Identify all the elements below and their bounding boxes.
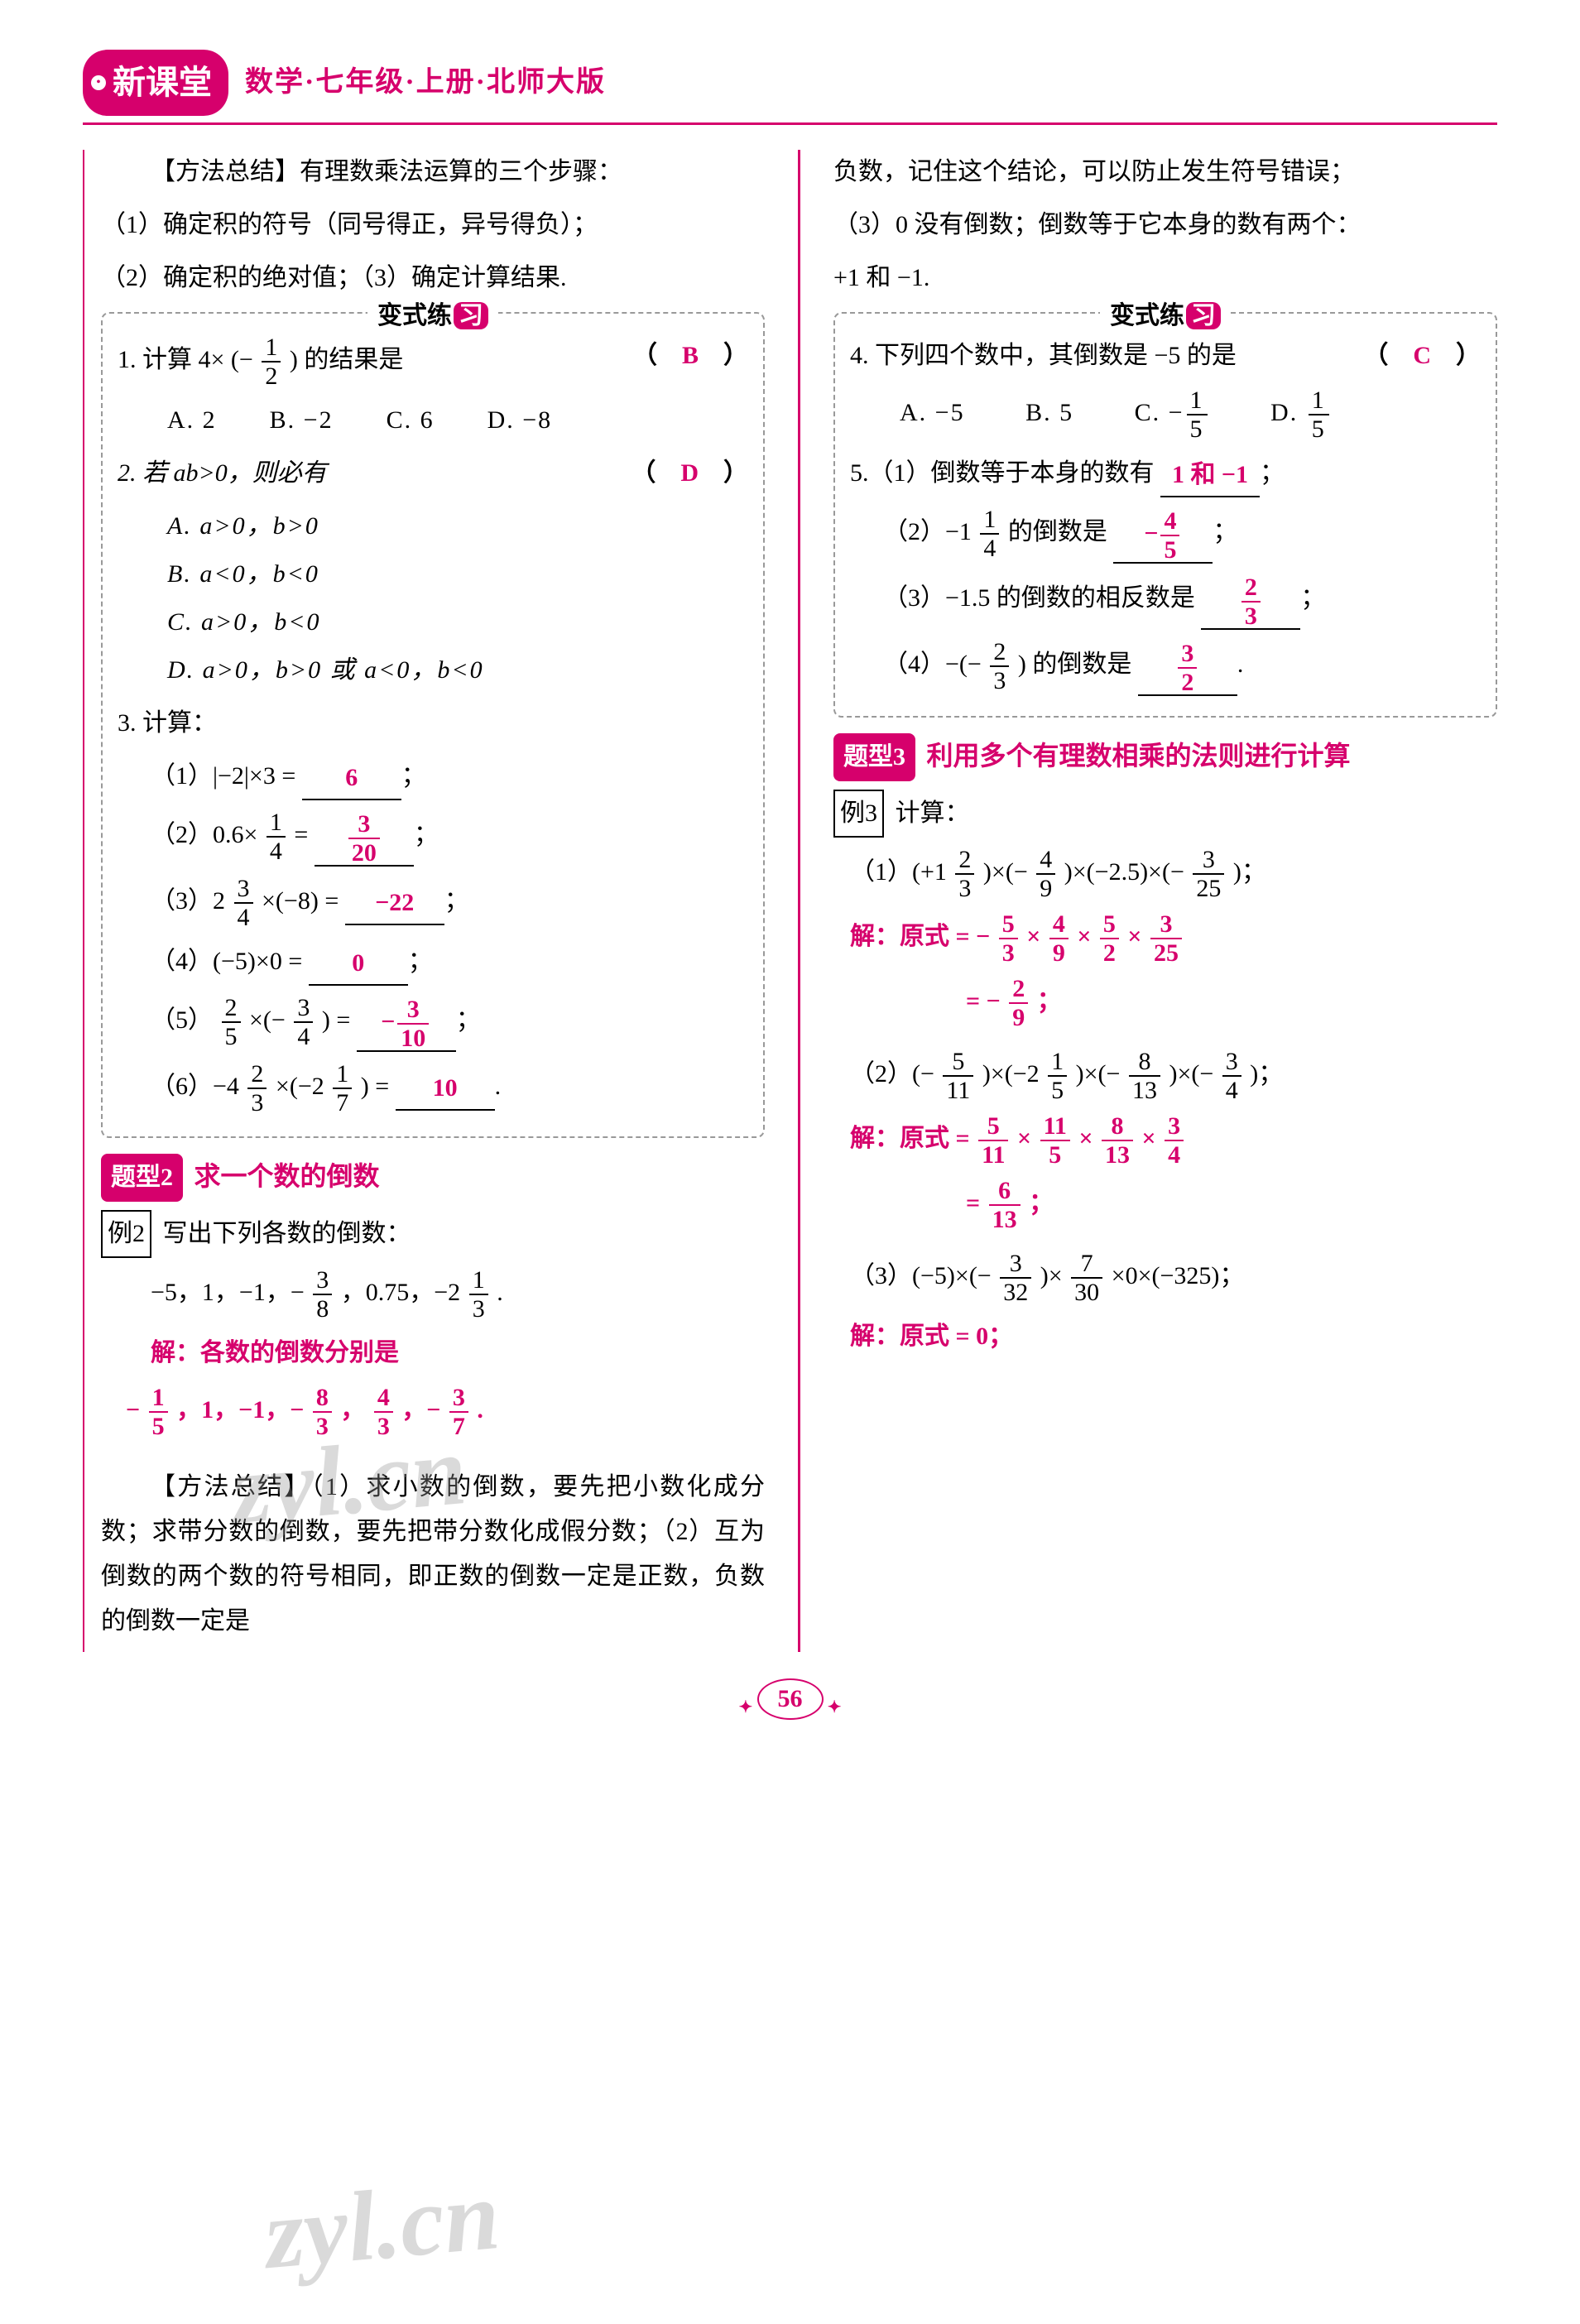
q2-choice-b: B. a<0，b<0 xyxy=(118,552,748,597)
q2-answer-paren: （ D ） xyxy=(631,451,748,496)
q3-1: （1）|−2|×3 = 6； xyxy=(118,754,748,800)
ex3-2-sol: 解：原式 = 511 × 115 × 813 × 34 xyxy=(833,1112,1497,1169)
variant-practice-box-2: 变式练习 4. 下列四个数中，其倒数是 −5 的是 （ C ） A. −5 B.… xyxy=(833,312,1497,718)
q3-2: （2）0.6× 14 = 320； xyxy=(118,809,748,867)
column-divider xyxy=(798,150,800,1652)
q1: 1. 计算 4× (− 12 ) 的结果是 （ B ） xyxy=(118,334,748,390)
example-2-label: 例2 xyxy=(101,1210,151,1258)
q3-4: （4）(−5)×0 = 0； xyxy=(118,939,748,986)
q1-answer-paren: （ B ） xyxy=(632,334,748,378)
variant-practice-box-1: 变式练习 1. 计算 4× (− 12 ) 的结果是 （ B ） A. 2 B.… xyxy=(101,312,765,1138)
ex3-3-sol: 解：原式 = 0； xyxy=(833,1314,1497,1359)
section-2-pill: 题型2 xyxy=(101,1154,183,1202)
section-3-header: 题型3 利用多个有理数相乘的法则进行计算 xyxy=(833,732,1497,781)
box-title-2: 变式练习 xyxy=(1100,294,1231,339)
q3-5: （5） 25 ×(− 34 ) = −310； xyxy=(118,994,748,1052)
right-column: 负数，记住这个结论，可以防止发生符号错误； （3）0 没有倒数；倒数等于它本身的… xyxy=(833,150,1497,1652)
method1-item1: （1）确定积的符号（同号得正，异号得负）； xyxy=(101,203,765,247)
q5-1: 5.（1）倒数等于本身的数有 1 和 −1； xyxy=(850,451,1481,497)
q1-choices: A. 2 B. −2 C. 6 D. −8 xyxy=(118,398,748,443)
example-3-label: 例3 xyxy=(833,790,884,838)
section-2-title: 求一个数的倒数 xyxy=(194,1161,380,1191)
left-column: 【方法总结】有理数乘法运算的三个步骤： （1）确定积的符号（同号得正，异号得负）… xyxy=(101,150,765,1652)
q1-fraction: 12 xyxy=(262,334,281,390)
page-number: 56 xyxy=(83,1677,1497,1721)
method2-paragraph: 【方法总结】（1）求小数的倒数，要先把小数化成分数；求带分数的倒数，要先把带分数… xyxy=(101,1465,765,1644)
ex3-2: （2）(− 511 )×(−2 15 )×(− 813 )×(− 34 )； xyxy=(833,1048,1497,1104)
q3-3: （3）2 34 ×(−8) = −22； xyxy=(118,875,748,931)
q2: 2. 若 ab>0，则必有 （ D ） xyxy=(118,451,748,496)
page-header: 新 课堂 数学·七年级·上册·北师大版 xyxy=(83,50,1497,125)
q4: 4. 下列四个数中，其倒数是 −5 的是 （ C ） xyxy=(850,334,1481,378)
q3-head: 3. 计算： xyxy=(118,701,748,746)
section-3-title: 利用多个有理数相乘的法则进行计算 xyxy=(927,741,1351,771)
q5-4: （4）−(− 23 ) 的倒数是 32. xyxy=(850,638,1481,696)
ex3-2-result: = 613 ； xyxy=(833,1177,1497,1233)
example-2-list: −5，1，−1，− 38 ，0.75，−2 13 . xyxy=(101,1266,765,1323)
ex3-1-result: = − 29 ； xyxy=(833,975,1497,1031)
logo-pill: 新 课堂 xyxy=(83,50,228,116)
ex3-1-sol: 解：原式 = − 53 × 49 × 52 × 325 xyxy=(833,910,1497,967)
ex3-3: （3）(−5)×(− 332 )× 730 ×0×(−325)； xyxy=(833,1250,1497,1306)
q2-choice-c: C. a>0，b<0 xyxy=(118,600,748,645)
section-2-header: 题型2 求一个数的倒数 xyxy=(101,1153,765,1202)
box-title: 变式练习 xyxy=(367,294,498,339)
right-cont1: 负数，记住这个结论，可以防止发生符号错误； xyxy=(833,150,1497,194)
q2-choice-a: A. a>0，b>0 xyxy=(118,504,748,549)
example-2-sol-lead: 解：各数的倒数分别是 xyxy=(101,1331,765,1376)
section-3-pill: 题型3 xyxy=(833,733,915,781)
example-2-sol: − 15 ，1，−1，− 83 ， 43 ，− 37 . xyxy=(101,1384,765,1440)
ex3-1: （1）(+1 23 )×(− 49 )×(−2.5)×(− 325 )； xyxy=(833,846,1497,902)
q3-6: （6）−4 23 ×(−2 17 ) = 10. xyxy=(118,1060,748,1116)
header-subtitle: 数学·七年级·上册·北师大版 xyxy=(245,57,606,108)
q5-3: （3）−1.5 的倒数的相反数是 23； xyxy=(850,572,1481,630)
q4-choices: A. −5 B. 5 C. −15 D. 15 xyxy=(850,387,1481,443)
watermark-2: zyl.cn xyxy=(257,2125,507,2324)
example-3: 例3 计算： xyxy=(833,790,1497,838)
logo-xin: 新 xyxy=(113,53,146,113)
q5-2: （2）−1 14 的倒数是 −45； xyxy=(850,506,1481,564)
right-cont2: （3）0 没有倒数；倒数等于它本身的数有两个： xyxy=(833,203,1497,247)
logo-ketang: 课堂 xyxy=(146,53,212,113)
example-2: 例2 写出下列各数的倒数： xyxy=(101,1210,765,1258)
q2-choice-d: D. a>0，b>0 或 a<0，b<0 xyxy=(118,648,748,693)
method1-lead: 【方法总结】有理数乘法运算的三个步骤： xyxy=(101,150,765,194)
